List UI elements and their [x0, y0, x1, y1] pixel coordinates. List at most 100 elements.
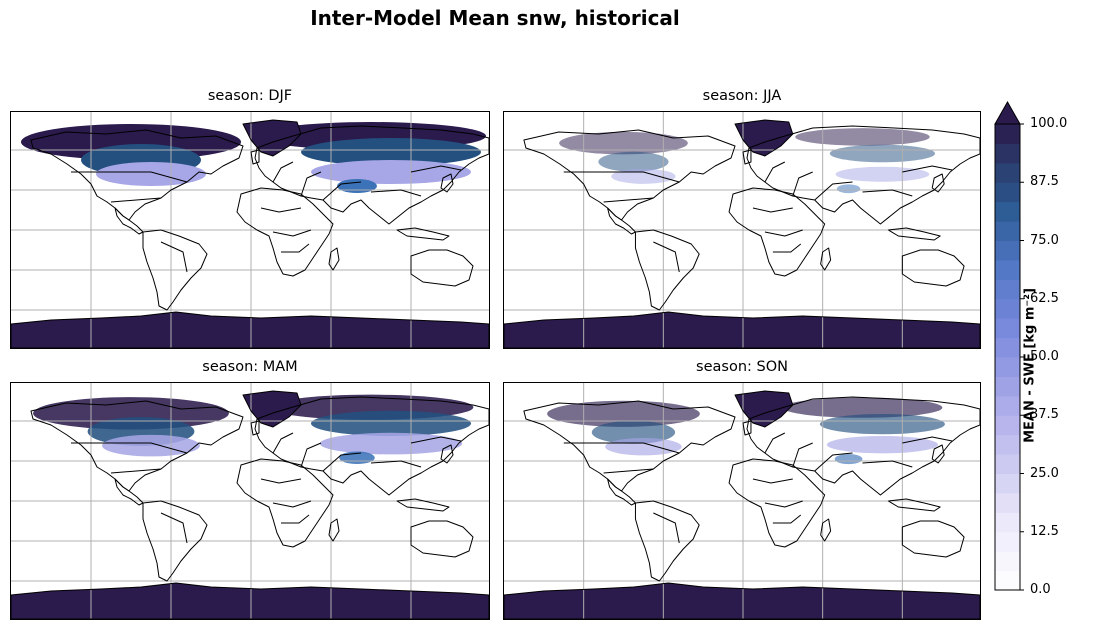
coastline-antarctica — [504, 311, 980, 348]
snow-patch — [834, 453, 863, 465]
coastline-madagascar — [328, 247, 340, 271]
country-border — [272, 500, 312, 508]
country-border — [300, 171, 322, 197]
map-panel-son — [503, 382, 981, 620]
colorbar-band — [995, 182, 1020, 203]
colorbar-band — [995, 259, 1020, 280]
coastlines — [11, 119, 489, 348]
country-border — [764, 229, 803, 237]
snow-patch — [826, 435, 938, 454]
country-border — [752, 207, 793, 213]
snow-patch — [96, 162, 206, 186]
country-border — [300, 442, 322, 468]
snow-patch — [835, 166, 930, 182]
country-border — [110, 197, 162, 203]
colorbar-band — [995, 240, 1020, 261]
snow-patch — [319, 432, 463, 455]
snow-patch — [559, 131, 688, 155]
colorbar-tick-label: 75.0 — [1030, 232, 1059, 248]
colorbar-tick-label: 12.5 — [1030, 523, 1059, 539]
country-border — [322, 181, 362, 201]
country-border — [653, 512, 680, 544]
gridlines — [504, 383, 980, 619]
map-djf — [11, 112, 489, 348]
coastline-indonesia — [396, 227, 450, 241]
colorbar-band — [995, 551, 1020, 572]
coastline-madagascar — [820, 247, 832, 271]
map-panel-djf — [10, 111, 490, 349]
colorbar-band — [995, 492, 1020, 513]
map-mam — [11, 383, 489, 619]
country-border — [862, 460, 913, 468]
country-border — [272, 432, 294, 454]
colorbar-band — [995, 531, 1020, 552]
coastline-japan — [931, 173, 945, 193]
colorbar-band — [995, 298, 1020, 319]
gridlines — [11, 112, 489, 348]
snow-patch — [829, 144, 936, 163]
colorbar-band — [995, 434, 1020, 455]
country-border — [260, 478, 302, 484]
coastline-south-america — [142, 500, 208, 582]
coastline-australia — [410, 249, 474, 287]
antarctica-ice — [11, 583, 489, 619]
snow-patch — [301, 138, 481, 166]
coastline-japan — [440, 173, 454, 193]
country-border — [772, 243, 802, 253]
colorbar-tick-label: 62.5 — [1030, 290, 1059, 306]
snow-patch — [611, 168, 676, 184]
colorbar-band — [995, 376, 1020, 397]
figure-title: Inter-Model Mean snw, historical — [310, 6, 680, 30]
greenland-ice — [243, 120, 301, 156]
country-border — [563, 442, 680, 454]
country-border — [764, 432, 786, 454]
snow-patch — [605, 438, 682, 456]
coastline-greenland — [734, 119, 794, 157]
country-border — [772, 514, 802, 524]
country-border — [752, 478, 793, 484]
coastline-uk — [742, 149, 752, 165]
snow-field-jja — [559, 128, 936, 194]
coastline-australia — [901, 520, 965, 558]
coastline-antarctica — [504, 582, 980, 619]
country-border — [764, 500, 803, 508]
country-border — [603, 468, 654, 474]
country-border — [902, 165, 953, 173]
snow-patch — [310, 410, 472, 436]
country-border — [792, 442, 813, 468]
colorbar-tick-label: 50.0 — [1030, 349, 1059, 364]
map-panel-mam — [10, 382, 490, 620]
colorbar-extend-arrow — [994, 100, 1021, 125]
snow-patch — [337, 179, 377, 193]
country-border — [603, 197, 654, 203]
coastline-uk — [250, 420, 260, 436]
colorbar-tick-label: 0.0 — [1030, 582, 1051, 597]
colorbar-band — [995, 143, 1020, 164]
colorbar-band — [995, 337, 1020, 358]
country-border — [272, 229, 312, 237]
colorbar-band — [995, 454, 1020, 474]
country-border — [653, 241, 680, 273]
coastline-south-america — [634, 229, 700, 311]
country-border — [814, 452, 853, 472]
country-border — [370, 189, 422, 197]
coastline-indonesia — [887, 227, 941, 241]
colorbar-band — [995, 512, 1020, 533]
panel-title-son: season: SON — [696, 359, 788, 375]
coastline-indonesia — [396, 498, 450, 512]
coastline-africa — [728, 187, 826, 277]
country-border — [272, 161, 294, 183]
coastline-uk — [250, 149, 260, 165]
panel-title-djf: season: DJF — [207, 88, 293, 104]
coastline-australia — [410, 520, 474, 558]
snow-patch — [102, 434, 200, 457]
snow-patch — [795, 128, 930, 146]
coastline-madagascar — [328, 518, 340, 542]
colorbar-band — [995, 201, 1020, 222]
colorbar-tick-label: 25.0 — [1030, 465, 1059, 481]
snow-patch — [547, 400, 700, 427]
country-border — [71, 442, 188, 454]
greenland-ice — [735, 120, 793, 156]
coastline-australia — [901, 249, 965, 287]
coastline-greenland — [242, 390, 302, 428]
